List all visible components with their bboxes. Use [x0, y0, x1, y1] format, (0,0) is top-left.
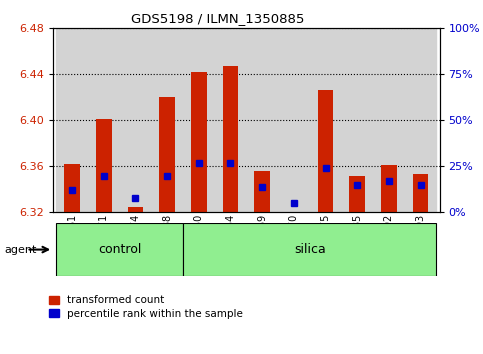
Bar — [159, 97, 175, 212]
Bar — [214, 28, 246, 212]
Bar — [120, 28, 151, 212]
Legend: transformed count, percentile rank within the sample: transformed count, percentile rank withi… — [49, 296, 243, 319]
Bar — [246, 28, 278, 212]
Bar — [223, 66, 239, 212]
Text: GDS5198 / ILMN_1350885: GDS5198 / ILMN_1350885 — [131, 12, 304, 25]
Bar — [318, 91, 333, 212]
Bar — [128, 207, 143, 212]
Bar — [88, 28, 120, 212]
Bar — [191, 72, 207, 212]
Text: silica: silica — [294, 243, 326, 256]
Bar — [183, 28, 214, 212]
Text: agent: agent — [5, 245, 37, 255]
Text: control: control — [98, 243, 142, 256]
Bar — [310, 28, 341, 212]
Bar — [96, 119, 112, 212]
Bar — [405, 28, 436, 212]
Bar — [349, 176, 365, 212]
Bar — [341, 28, 373, 212]
Bar — [373, 28, 405, 212]
Bar — [254, 171, 270, 212]
Bar — [278, 28, 310, 212]
Bar — [381, 165, 397, 212]
Bar — [412, 175, 428, 212]
Bar — [286, 212, 302, 218]
Bar — [151, 28, 183, 212]
Bar — [183, 223, 436, 276]
Bar — [57, 28, 88, 212]
Bar — [57, 223, 183, 276]
Bar — [64, 164, 80, 212]
